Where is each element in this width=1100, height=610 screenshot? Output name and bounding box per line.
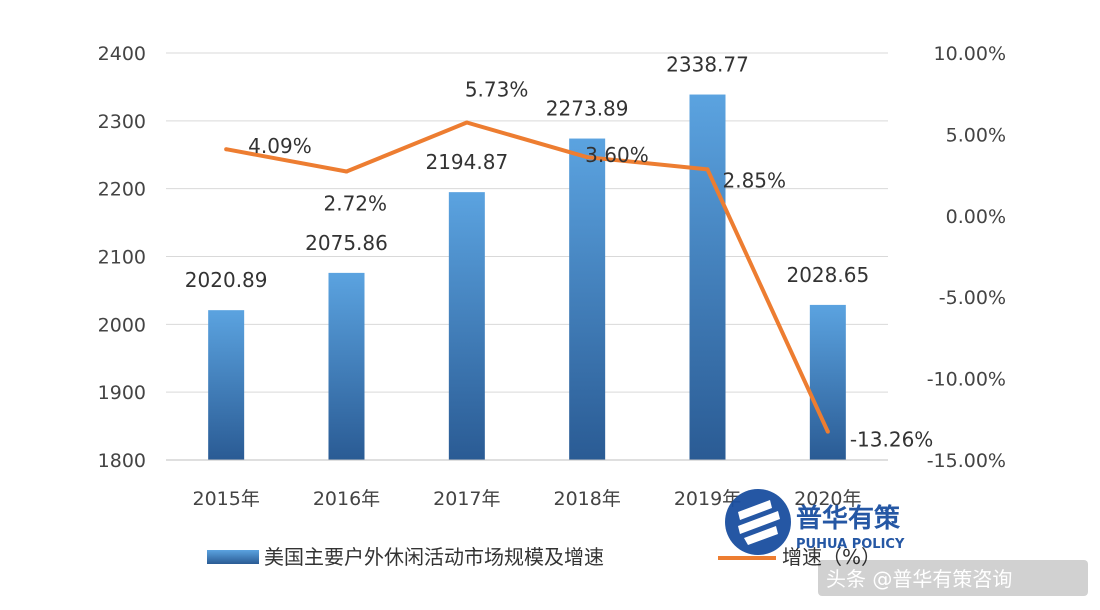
y-right-tick-label: 10.00% [934,43,1006,65]
growth-value-label: 2.72% [324,192,388,216]
bar [569,138,606,460]
growth-point [464,120,469,125]
growth-value-label: 4.09% [248,134,312,158]
legend-bar-swatch [207,550,259,564]
x-tick-label: 2019年 [674,488,741,510]
axes: 1800 1900 2000 2100 2200 2300 2400 -15.00% -10.0… [98,43,1006,510]
credit-background [818,560,1088,596]
legend-bar-label: 美国主要户外休闲活动市场规模及增速 [264,545,604,569]
puhua-logo-stripes [738,500,780,545]
growth-point [224,147,229,152]
y-left-tick-label: 2400 [98,43,146,65]
y-right-tick-label: -15.00% [927,450,1006,472]
y-right-tick-label: 5.00% [946,124,1006,146]
data-labels: 2020.89 2075.86 2194.87 2273.89 2338.77 2028.… [185,53,934,452]
x-tick-label: 2015年 [192,488,259,510]
bar [448,192,485,460]
source-credit: 头条 @普华有策咨询 [818,560,1088,596]
growth-line-series [224,120,830,434]
x-tick-label: 2020年 [794,488,861,510]
bar-value-label: 2028.65 [786,263,869,287]
bar [689,94,726,460]
bar-value-label: 2273.89 [546,97,629,121]
growth-point [705,167,710,172]
growth-point [585,155,590,160]
y-right-tick-label: 0.00% [946,206,1006,228]
bar [809,304,846,460]
growth-point [344,169,349,174]
growth-value-label: -13.26% [850,428,933,452]
bar-series [208,94,846,460]
x-tick-label: 2016年 [313,488,380,510]
y-left-tick-label: 2000 [98,314,146,336]
watermark-subtitle: PUHUA POLICY [796,537,905,552]
puhua-policy-watermark: 普华有策 PUHUA POLICY [725,489,905,555]
y-left-tick-label: 2300 [98,111,146,133]
y-left-tick-label: 2200 [98,179,146,201]
legend: 美国主要户外休闲活动市场规模及增速 增速（%） [207,545,881,569]
grid-lines [166,52,888,461]
bar-value-label: 2338.77 [666,53,749,77]
bar-value-label: 2075.86 [305,231,388,255]
growth-point [825,429,830,434]
growth-value-label: 2.85% [723,168,787,192]
bar [208,310,245,460]
growth-line [225,120,830,433]
y-left-tick-label: 1900 [98,382,146,404]
y-right-tick-label: -5.00% [939,287,1006,309]
watermark-title: 普华有策 [796,503,900,534]
x-tick-label: 2018年 [553,488,620,510]
y-left-tick-label: 1800 [98,450,146,472]
x-tick-label: 2017年 [433,488,500,510]
y-left-tick-label: 2100 [98,247,146,269]
growth-value-label: 3.60% [585,143,649,167]
bar [328,272,365,460]
bar-value-label: 2194.87 [425,150,508,174]
credit-text: 头条 @普华有策咨询 [826,567,1012,591]
legend-line-label: 增速（%） [782,545,881,569]
growth-value-label: 5.73% [465,78,529,102]
bar-value-label: 2020.89 [185,268,268,292]
y-right-tick-label: -10.00% [927,369,1006,391]
